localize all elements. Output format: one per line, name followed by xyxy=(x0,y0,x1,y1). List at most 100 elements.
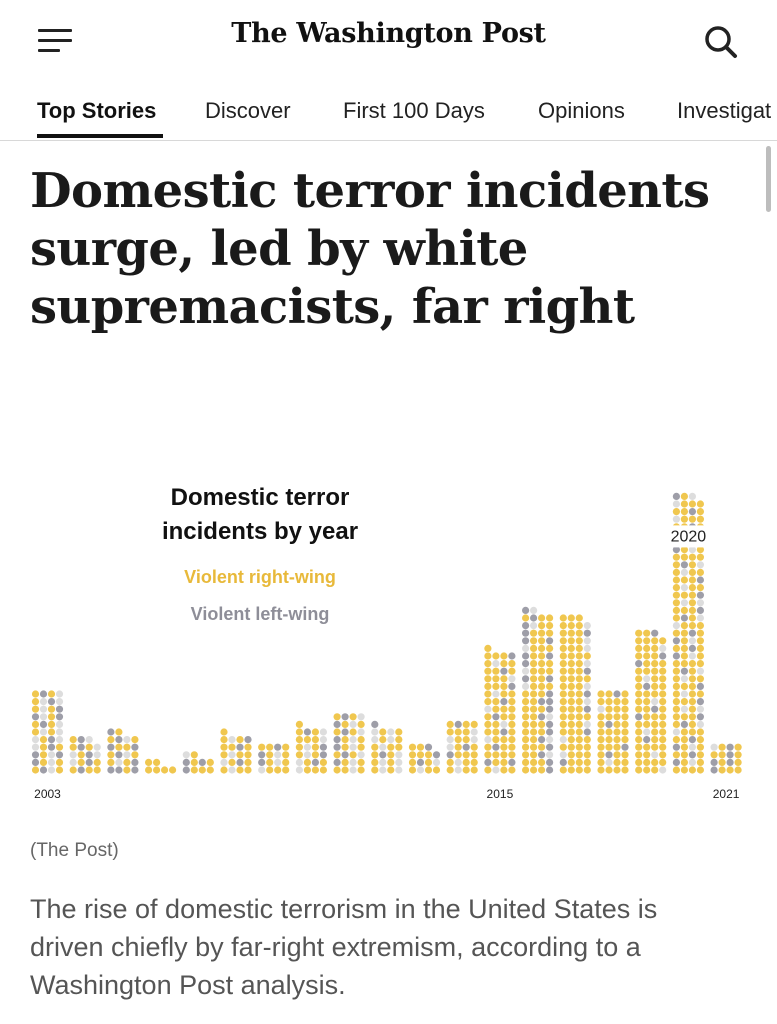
dot-2005 xyxy=(115,736,123,744)
dot-2019 xyxy=(651,766,659,774)
dot-2016 xyxy=(522,675,530,683)
dot-2020 xyxy=(696,660,705,668)
dot-2017 xyxy=(559,629,567,637)
dot-2018 xyxy=(597,751,605,759)
search-icon[interactable] xyxy=(701,22,741,62)
dot-2003 xyxy=(31,743,40,751)
dot-2014 xyxy=(454,728,462,736)
dot-2003 xyxy=(55,766,64,774)
dot-2016 xyxy=(538,637,546,645)
active-tab-indicator xyxy=(37,134,163,138)
masthead-logo[interactable]: The Washington Post xyxy=(231,18,546,49)
dot-2017 xyxy=(575,644,583,652)
dot-2006 xyxy=(161,766,169,774)
dot-2015 xyxy=(492,736,500,744)
dot-2019 xyxy=(643,720,651,728)
tab-discover[interactable]: Discover xyxy=(205,98,291,123)
tab-opinions[interactable]: Opinions xyxy=(538,98,625,123)
dot-2020 xyxy=(680,599,689,607)
dot-2017 xyxy=(559,698,567,706)
dot-2005 xyxy=(123,736,131,744)
dot-2004 xyxy=(85,751,93,759)
dot-2020 xyxy=(672,698,681,706)
dot-2017 xyxy=(567,720,575,728)
dot-2020 xyxy=(680,698,689,706)
dot-2019 xyxy=(651,758,659,766)
dot-2003 xyxy=(55,736,64,744)
dot-2017 xyxy=(583,766,591,774)
dot-2015 xyxy=(500,743,508,751)
dot-2020 xyxy=(680,675,689,683)
dot-2020 xyxy=(688,736,697,744)
dot-2009 xyxy=(258,743,266,751)
dot-2003 xyxy=(39,705,48,713)
dot-2003 xyxy=(47,751,56,759)
dot-2012 xyxy=(395,751,403,759)
dot-2016 xyxy=(530,743,538,751)
tab-investigations[interactable]: Investigat xyxy=(677,98,772,123)
dot-2015 xyxy=(500,766,508,774)
chart-title-line-1: Domestic terror xyxy=(171,484,350,511)
dot-2017 xyxy=(567,705,575,713)
dot-2020 xyxy=(688,766,697,774)
dot-2015 xyxy=(484,736,492,744)
dot-2020 xyxy=(688,629,697,637)
dot-2017 xyxy=(583,720,591,728)
dot-2010 xyxy=(319,766,327,774)
dot-2018 xyxy=(613,713,621,721)
dot-2016 xyxy=(546,667,554,675)
dot-2009 xyxy=(274,743,282,751)
dot-2020 xyxy=(696,698,705,706)
dot-2017 xyxy=(575,682,583,690)
dot-2016 xyxy=(530,690,538,698)
dot-2017 xyxy=(575,758,583,766)
dot-2008 xyxy=(244,736,252,744)
dot-2019 xyxy=(643,698,651,706)
dot-2020 xyxy=(688,660,697,668)
dot-2020 xyxy=(688,690,697,698)
dot-2003 xyxy=(55,690,64,698)
dot-2009 xyxy=(282,758,290,766)
dot-2015 xyxy=(484,652,492,660)
dot-2020 xyxy=(688,637,697,645)
dot-2020 xyxy=(696,667,705,675)
dot-2016 xyxy=(538,644,546,652)
dot-2018 xyxy=(613,705,621,713)
dot-2020 xyxy=(696,606,705,614)
dot-2015 xyxy=(492,720,500,728)
dot-2020 xyxy=(672,584,681,592)
dot-2015 xyxy=(484,690,492,698)
dot-2013 xyxy=(424,751,433,759)
dot-2017 xyxy=(575,751,583,759)
dot-2017 xyxy=(559,682,567,690)
tab-first-100-days[interactable]: First 100 Days xyxy=(343,98,485,123)
dot-2011 xyxy=(341,743,349,751)
dot-2011 xyxy=(357,751,365,759)
hamburger-menu-icon[interactable] xyxy=(38,26,74,56)
dot-2017 xyxy=(575,736,583,744)
dot-2017 xyxy=(575,652,583,660)
dot-2018 xyxy=(621,766,629,774)
dot-2014 xyxy=(446,736,454,744)
tab-top-stories[interactable]: Top Stories xyxy=(37,98,157,123)
dot-2018 xyxy=(597,736,605,744)
dot-2015 xyxy=(508,682,516,690)
dot-2003 xyxy=(55,751,64,759)
dot-2016 xyxy=(546,698,554,706)
dot-2020 xyxy=(680,622,689,630)
dot-2021 xyxy=(710,758,718,766)
dot-2011 xyxy=(357,758,365,766)
dot-2013 xyxy=(408,751,417,759)
dot-2016 xyxy=(538,751,546,759)
scrollbar[interactable] xyxy=(766,146,771,212)
dot-2017 xyxy=(583,743,591,751)
dot-2017 xyxy=(575,713,583,721)
dot-2020 xyxy=(696,568,705,576)
dot-2020 xyxy=(680,713,689,721)
article-summary[interactable]: The rise of domestic terrorism in the Un… xyxy=(30,894,658,1000)
dot-2016 xyxy=(538,675,546,683)
dot-2020 xyxy=(680,515,689,523)
article-headline[interactable]: Domestic terror incidents surge, led by … xyxy=(30,163,710,335)
dot-2003 xyxy=(39,698,48,706)
dot-2015 xyxy=(500,713,508,721)
